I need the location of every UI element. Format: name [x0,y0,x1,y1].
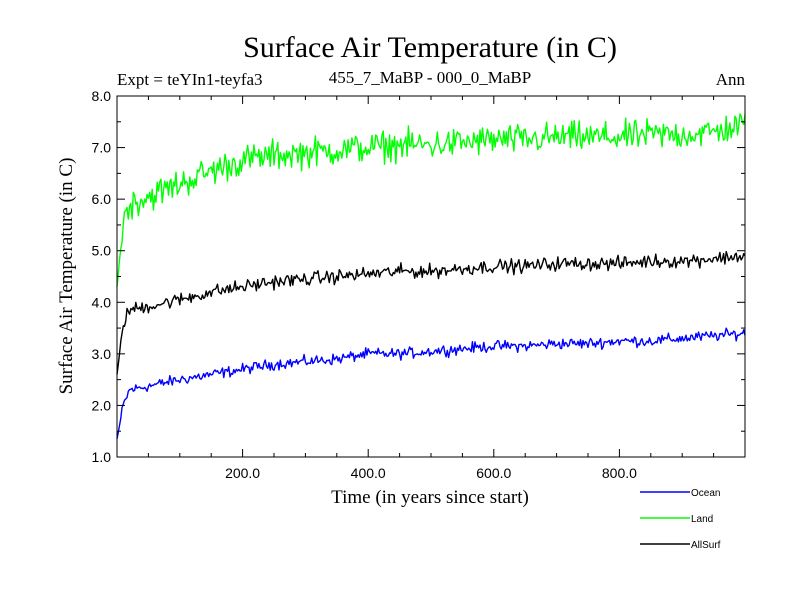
subtitle-right: Ann [716,70,746,89]
series-line-ocean [116,327,746,440]
legend-label: AllSurf [691,540,721,551]
legend-label: Land [691,514,713,525]
y-tick-label: 5.0 [92,243,112,259]
axes: 200.0 400.0 600.0 800.0 1.0 2.0 3.0 4.0 5.0 6.0 7.… [92,88,745,481]
subtitle-left: Expt = teYIn1-teyfa3 [117,70,263,89]
y-tick-label: 1.0 [92,449,112,465]
y-tick-label: 6.0 [92,191,112,207]
x-tick-label: 400.0 [351,465,386,481]
y-axis-label: Surface Air Temperature (in C) [56,158,77,395]
series-line-allsurf [116,250,746,375]
legend-label: Ocean [691,488,720,499]
x-tick-label: 200.0 [225,465,260,481]
plot-lines [116,113,746,440]
legend: Ocean Land AllSurf [640,488,721,551]
series-line-land [116,113,746,287]
y-tick-label: 2.0 [92,397,112,413]
y-tick-label: 7.0 [92,140,112,156]
y-tick-label: 8.0 [92,88,112,104]
x-tick-label: 600.0 [476,465,511,481]
subtitle-center: 455_7_MaBP - 000_0_MaBP [329,68,531,87]
y-tick-label: 3.0 [92,346,112,362]
chart-title: Surface Air Temperature (in C) [243,31,617,64]
x-tick-label: 800.0 [602,465,637,481]
x-axis-label: Time (in years since start) [331,487,529,508]
y-tick-label: 4.0 [92,294,112,310]
